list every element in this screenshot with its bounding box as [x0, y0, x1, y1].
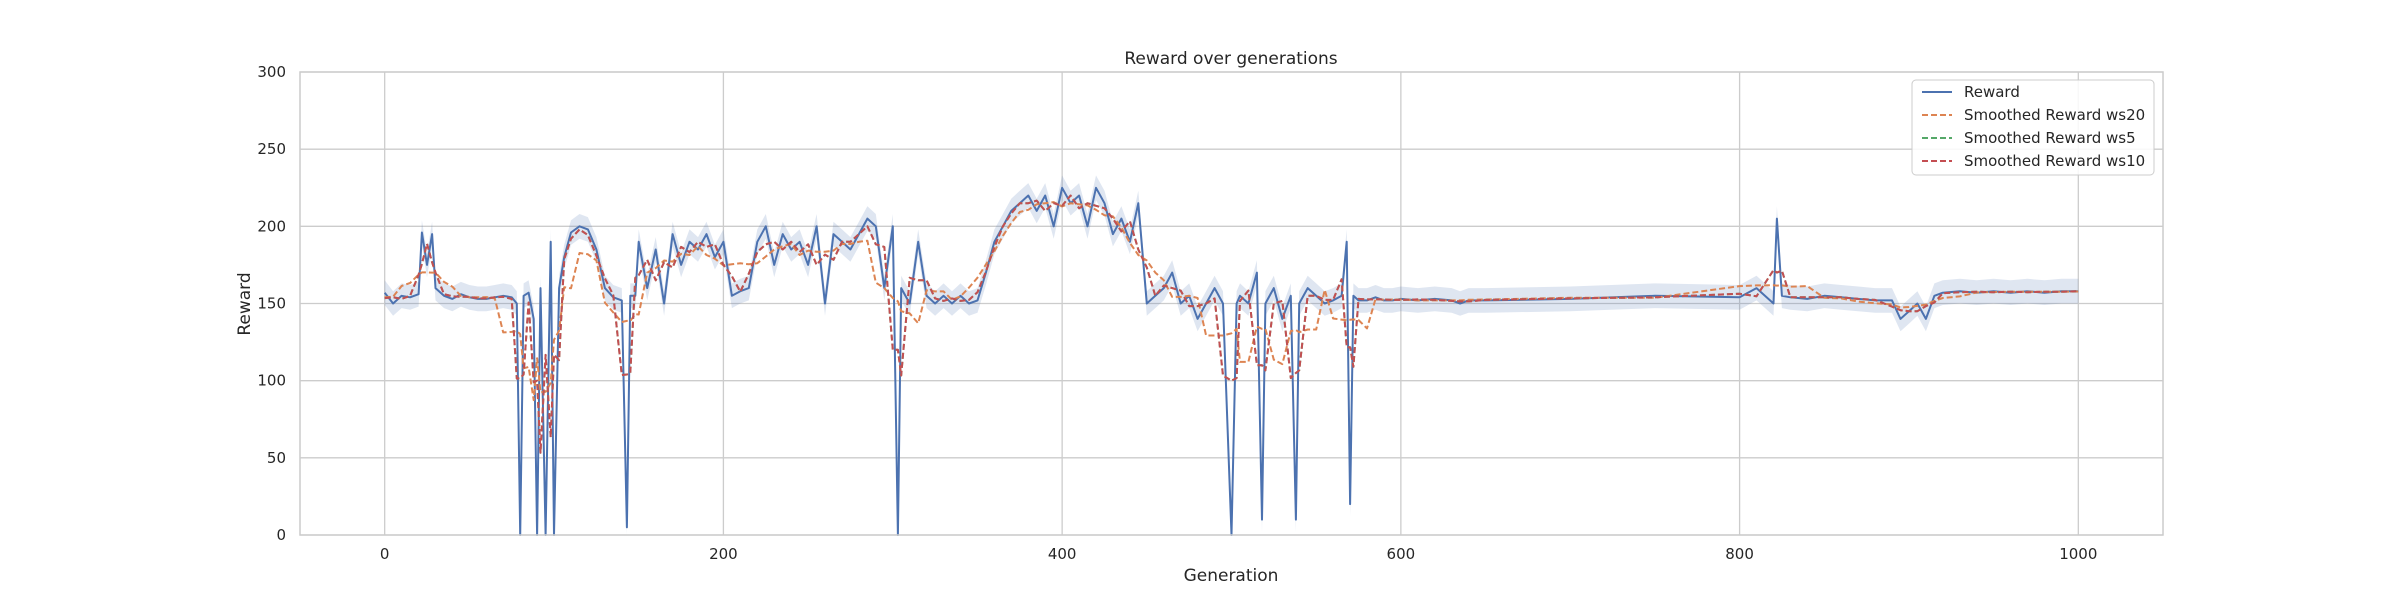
- x-tick-labels: 0 200 400 600 800 1000: [380, 545, 2098, 563]
- x-axis-label: Generation: [1184, 566, 1279, 586]
- y-tick-label: 50: [267, 449, 286, 467]
- x-tick-label: 1000: [2059, 545, 2097, 563]
- legend-entry-2: Smoothed Reward ws20: [1964, 106, 2145, 124]
- y-tick-label: 0: [276, 526, 286, 544]
- x-tick-label: 800: [1725, 545, 1754, 563]
- chart-title: Reward over generations: [1124, 49, 1337, 69]
- y-tick-label: 300: [257, 63, 286, 81]
- legend-entry-1: Reward: [1964, 83, 2020, 101]
- x-tick-label: 600: [1387, 545, 1416, 563]
- y-tick-label: 100: [257, 372, 286, 390]
- legend-box: [1911, 79, 2155, 176]
- y-tick-labels: 0 50 100 150 200 250 300: [257, 63, 286, 544]
- y-tick-label: 200: [257, 217, 286, 235]
- y-axis-label: Reward: [235, 272, 255, 335]
- x-tick-label: 200: [709, 545, 738, 563]
- legend: Reward Smoothed Reward ws20 Smoothed Rewar…: [1911, 79, 2155, 176]
- legend-entry-4: Smoothed Reward ws10: [1964, 152, 2145, 170]
- plot-frame: [299, 71, 2164, 536]
- x-tick-label: 400: [1048, 545, 1077, 563]
- y-tick-label: 250: [257, 140, 286, 158]
- y-tick-label: 150: [257, 295, 286, 313]
- x-tick-label: 0: [380, 545, 390, 563]
- legend-entry-3: Smoothed Reward ws5: [1964, 129, 2136, 147]
- series-lines: [383, 186, 2079, 536]
- series-line-4: [384, 194, 2079, 454]
